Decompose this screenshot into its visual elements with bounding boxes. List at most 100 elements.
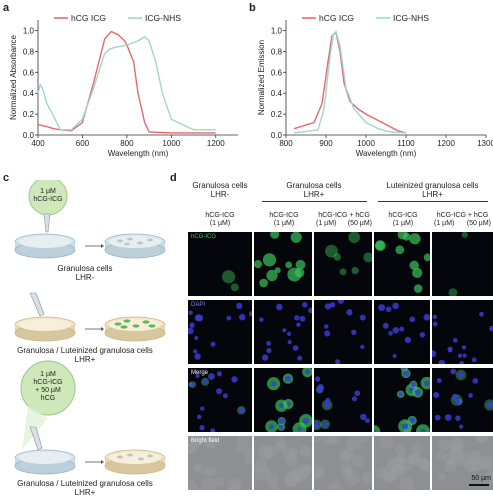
fluorescent-cell [448,288,458,296]
cells-gray [117,237,153,246]
fluorescent-cell [294,267,305,278]
nucleus [365,418,370,424]
nucleus [354,390,361,397]
schematic-art [14,180,166,475]
group-line: LHR+ [303,190,325,199]
texture-blob [254,465,271,482]
y-tick-label: 1.0 [271,26,283,35]
emission-chart: 800 900 1000 1100 1200 1300 0.0 0.2 0.4 0.6 0.8 1.0… [257,13,493,158]
col-line: (1 µM) [209,220,231,227]
micrograph-merge-col4 [374,368,430,432]
nucleus [452,338,458,343]
micrograph-hcg-icg-col2 [254,232,312,296]
dish-inner [19,236,71,248]
micrograph-content [314,436,372,490]
texture-blob [192,462,202,472]
nucleus [409,316,416,323]
col-line: (1 µM) [392,220,414,227]
dish-inner [19,452,71,464]
texture-blob [475,436,489,443]
nucleus [314,421,320,429]
micrograph-content [254,232,306,288]
fluorescent-cell [416,424,430,432]
texture-blob [485,470,493,483]
fluorescent-cell [262,253,277,267]
texture-blob [448,457,458,467]
nucleus [292,345,299,352]
group-divider [378,201,488,202]
texture-blob [241,445,251,455]
nucleus [231,376,238,383]
texture-blob [411,443,424,456]
panel-letter-b: b [249,2,256,14]
col-header-5: hCG-ICG + hCG (1 µM) (50 µM) [432,212,493,228]
micrograph-hcg-icg-col3 [314,232,372,296]
fluorescent-cell [285,261,293,269]
series-line-hcg-icg [37,30,216,134]
nucleus [472,378,479,384]
fluorescent-cell [409,233,421,245]
x-tick-label: 1200 [207,139,225,148]
y-axis-label: Normalized Absorbance [9,34,18,119]
nucleus [302,302,308,308]
texture-blob [299,444,312,458]
nucleus [216,388,223,395]
texture-blob [449,441,463,455]
micrograph-hcg-icg-col4 [374,232,430,296]
col-header-3: hCG-ICG + hCG (1 µM) (50 µM) [314,212,374,228]
nucleus [433,391,440,399]
nucleus [210,341,216,347]
nucleus [382,322,389,329]
label-line: Granulosa cells [57,264,113,273]
texture-blob [285,471,301,487]
group-line: LHR+ [422,190,443,199]
micrograph-bright-field-col4 [374,436,430,490]
micrograph-content [324,300,366,364]
nucleus [458,424,464,429]
nucleus [271,381,277,387]
texture-blob [345,472,360,487]
nucleus [236,302,243,310]
texture-blob [375,467,388,479]
nucleus [296,322,301,327]
texture-blob [237,436,251,446]
nucleus [324,324,329,329]
dish-inner [109,452,161,464]
bubble-text-1: 1 µM hCG-ICG [29,188,67,204]
x-tick-label: 1000 [162,139,180,148]
texture-blob [321,436,335,445]
nucleus [351,329,357,335]
nucleus [279,403,284,408]
label-line: Granulosa / Luteinized granulosa cells [17,346,153,355]
micrograph-content [254,437,312,490]
fluorescent-cell [375,240,386,251]
fluorescent-cell [324,244,339,258]
nucleus [489,325,493,332]
nucleus [329,302,336,308]
texture-blob [202,466,213,477]
nucleus [419,332,426,338]
bubble-line: + 50 µM [35,387,61,394]
arrow-head [101,460,104,464]
x-tick-label: 800 [120,139,134,148]
scale-bar-label: 50 µm [471,475,491,482]
group-line: Luteinized granulosa cells [386,181,479,190]
col-conc-a: (1 µM) [434,220,455,227]
texture-blob [193,436,206,447]
y-tick-label: 0.0 [23,131,35,140]
micrograph-merge-col1: Merge [188,368,252,432]
texture-blob [437,472,446,482]
nucleus [432,314,438,320]
col-line: hCG-ICG [205,212,235,219]
fluorescent-cell [395,245,405,255]
schematic-label-3: Granulosa / Luteinized granulosa cells L… [0,479,170,497]
texture-blob [200,478,217,490]
nucleus [266,347,272,354]
texture-blob [275,437,287,449]
nucleus [471,357,477,363]
nucleus [434,414,441,421]
row-label: DAPI [191,302,206,308]
texture-blob [438,439,450,451]
nucleus [297,355,303,361]
nucleus [404,336,412,343]
